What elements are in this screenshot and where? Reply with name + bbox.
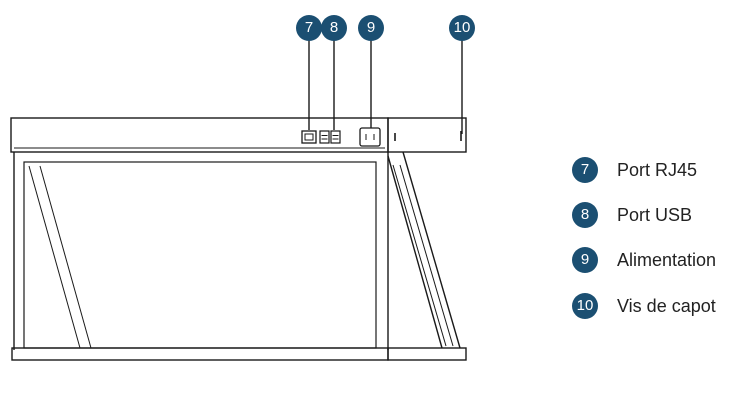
side-inner-edge	[387, 155, 443, 349]
glass-reflection-1	[28, 165, 81, 349]
cover-screw	[394, 131, 462, 141]
side-reflection-1	[392, 164, 447, 347]
callout-badge-9: 9	[358, 15, 384, 41]
side-reflection-2	[399, 164, 454, 347]
top-panel-right	[387, 117, 467, 153]
glass-reflection-2	[39, 165, 92, 349]
legend-badge-8: 8	[572, 202, 598, 228]
usb-ports	[319, 130, 341, 144]
legend-label-8: Port USB	[617, 205, 693, 225]
power-inlet	[359, 127, 381, 147]
base-plate-left	[11, 347, 389, 361]
legend-badge-9: 9	[572, 247, 598, 273]
callout-badge-8: 8	[321, 15, 347, 41]
legend-badge-7: 7	[572, 157, 598, 183]
legend-label-10: Vis de capot	[617, 296, 716, 316]
callout-badge-7: 7	[296, 15, 322, 41]
rj45-port	[301, 130, 317, 144]
side-outer-edge	[402, 151, 461, 349]
legend-badge-10: 10	[572, 293, 598, 319]
front-window	[23, 161, 377, 349]
legend-label-7: Port RJ45	[617, 160, 698, 180]
legend-label-9: Alimentation	[617, 250, 717, 270]
callout-badge-10: 10	[449, 15, 475, 41]
base-plate-right	[387, 347, 467, 361]
